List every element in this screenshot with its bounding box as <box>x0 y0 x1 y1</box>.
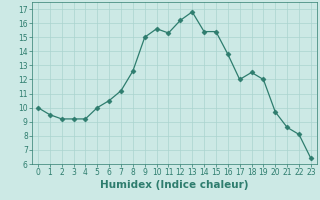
X-axis label: Humidex (Indice chaleur): Humidex (Indice chaleur) <box>100 180 249 190</box>
